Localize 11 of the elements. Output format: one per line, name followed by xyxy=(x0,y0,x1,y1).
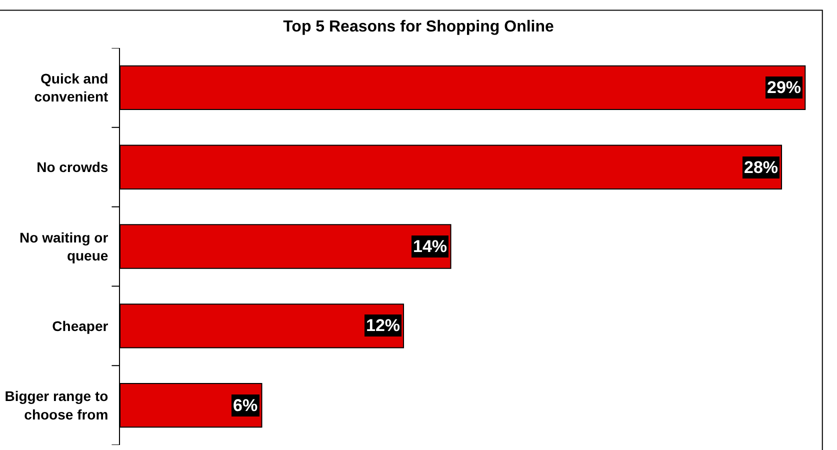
y-tick-label: No crowds xyxy=(36,159,108,175)
y-tick-label: Quick and convenient xyxy=(34,70,109,105)
data-label: 6% xyxy=(233,396,258,415)
data-label: 28% xyxy=(744,158,778,177)
data-label: 14% xyxy=(413,237,448,256)
y-tick-label: Bigger range to choose from xyxy=(4,388,108,422)
data-label: 12% xyxy=(366,316,400,335)
y-tick-label: Cheaper xyxy=(52,318,109,334)
data-label: 29% xyxy=(767,78,802,97)
chart-title: Top 5 Reasons for Shopping Online xyxy=(283,18,554,36)
y-tick-label: No waiting or queue xyxy=(20,229,109,264)
